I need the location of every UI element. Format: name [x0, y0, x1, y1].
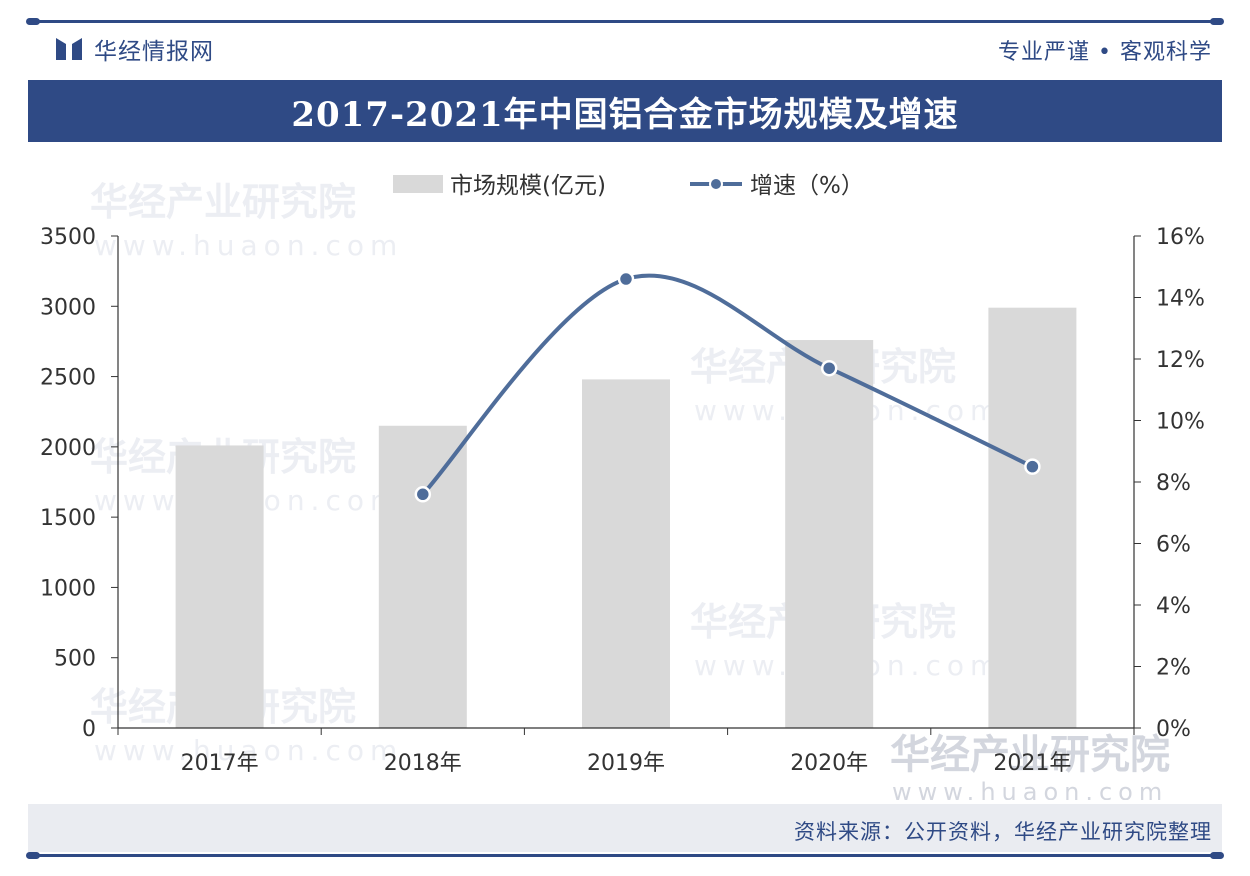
growth-point: [414, 486, 432, 503]
y-right-tick-label: 6%: [1156, 533, 1191, 558]
title-bar: 2017-2021年中国铝合金市场规模及增速: [28, 80, 1222, 142]
top-frame-line: [26, 18, 1224, 25]
legend-bar-swatch: [393, 175, 443, 193]
y-right-tick-label: 2%: [1156, 656, 1191, 681]
y-left-tick-label: 2000: [40, 436, 96, 461]
y-left-tick-label: 0: [82, 717, 96, 742]
growth-line-path: [420, 273, 1035, 497]
watermark-name-corner: 华经产业研究院: [890, 732, 1170, 778]
x-tick-label: 2020年: [790, 751, 868, 776]
source-note: 资料来源：公开资料，华经产业研究院整理: [794, 820, 1212, 844]
y-right-tick-label: 8%: [1156, 471, 1191, 496]
y-left-tick-label: 3500: [40, 225, 96, 250]
y-left-tick-label: 1000: [40, 576, 96, 601]
legend-bar-label: 市场规模(亿元): [450, 173, 606, 199]
watermark-url-corner: www.huaon.com: [892, 778, 1168, 800]
y-left-tick-label: 3000: [40, 295, 96, 320]
growth-point: [1024, 458, 1041, 475]
x-tick-label: 2017年: [181, 751, 259, 776]
legend-line-marker: [709, 177, 723, 191]
y-right-tick-label: 12%: [1156, 348, 1205, 373]
bar: [785, 340, 874, 728]
bar: [378, 425, 467, 728]
axes: 0 500 1000 1500 2000 2500 3000 3500 0% 2% 4% 6% 8% 10…: [40, 225, 1205, 776]
y-right-tick-label: 4%: [1156, 594, 1191, 619]
source-bar: 资料来源：公开资料，华经产业研究院整理: [28, 804, 1222, 852]
bars: [175, 307, 1077, 728]
watermark-url: www.huaon.com: [94, 229, 403, 262]
x-tick-label: 2021年: [993, 751, 1071, 776]
watermark-name: 华经产业研究院: [90, 180, 356, 224]
x-tick-label: 2019年: [587, 751, 665, 776]
watermark-url: www.huaon.com: [94, 734, 403, 767]
growth-line: [414, 270, 1041, 503]
y-right-tick-label: 14%: [1156, 287, 1205, 312]
y-left-tick-label: 1500: [40, 506, 96, 531]
y-right-tick-label: 0%: [1156, 717, 1191, 742]
bar: [582, 379, 670, 728]
bar: [988, 307, 1077, 728]
y-right-tick-label: 10%: [1156, 410, 1205, 435]
y-left-tick-label: 2500: [40, 366, 96, 391]
chart-title: 2017-2021年中国铝合金市场规模及增速: [291, 94, 959, 135]
y-left-tick-label: 500: [54, 647, 96, 672]
growth-point: [617, 270, 635, 288]
y-right-tick-label: 16%: [1156, 225, 1205, 250]
legend: 市场规模(亿元) 增速（%）: [393, 173, 864, 199]
brand: 华经情报网: [54, 32, 214, 66]
growth-point: [820, 359, 838, 377]
huajing-logo-icon: [56, 38, 82, 60]
bar: [175, 445, 264, 728]
x-tick-label: 2018年: [384, 751, 462, 776]
bottom-frame-line: [26, 852, 1224, 859]
chart: 华经产业研究院www.huaon.com华经产业研究院www.huaon.com…: [40, 173, 1205, 800]
brand-name: 华经情报网: [94, 39, 214, 65]
slogan: 专业严谨 • 客观科学: [998, 40, 1212, 65]
legend-line-label: 增速（%）: [750, 173, 864, 199]
